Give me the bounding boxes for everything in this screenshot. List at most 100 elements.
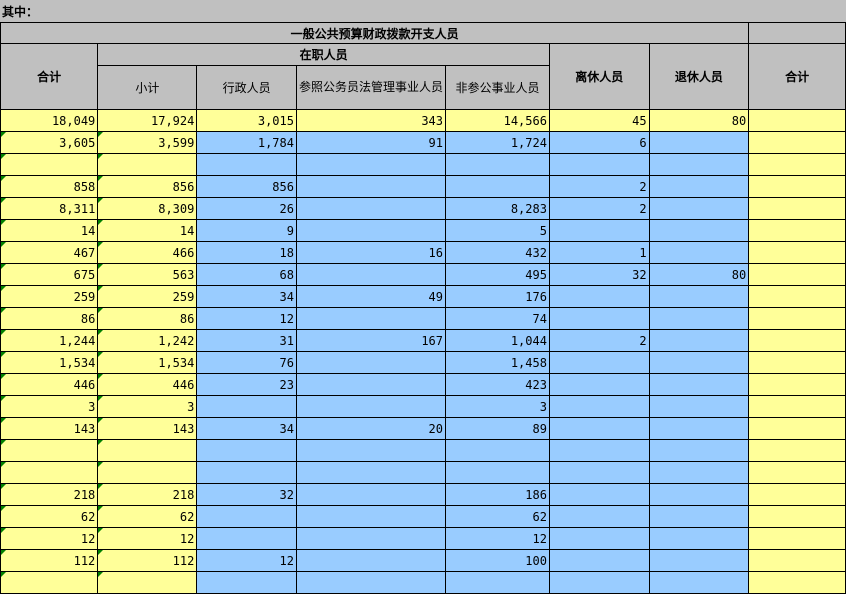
cell-subtotal[interactable]: 218 bbox=[97, 483, 198, 506]
cell-retired[interactable] bbox=[648, 219, 750, 242]
cell-total[interactable]: 467 bbox=[0, 241, 99, 264]
cell-retired-leave[interactable]: 2 bbox=[548, 329, 650, 352]
cell-civil-ref[interactable]: 20 bbox=[295, 417, 447, 440]
cell-non-civil[interactable]: 62 bbox=[445, 505, 550, 528]
cell-total[interactable] bbox=[0, 153, 99, 176]
cell-retired[interactable] bbox=[648, 197, 750, 220]
cell-non-civil[interactable]: 100 bbox=[445, 549, 550, 572]
cell-total[interactable]: 86 bbox=[0, 307, 99, 330]
cell-subtotal[interactable]: 1,534 bbox=[97, 351, 198, 374]
cell-total-2[interactable] bbox=[748, 219, 846, 242]
cell-subtotal[interactable]: 563 bbox=[97, 263, 198, 286]
cell-civil-ref[interactable] bbox=[295, 373, 447, 396]
cell-retired-leave[interactable] bbox=[548, 417, 650, 440]
header-on-duty[interactable]: 在职人员 bbox=[97, 43, 550, 66]
cell-retired-leave[interactable] bbox=[548, 571, 650, 594]
cell-non-civil[interactable]: 1,458 bbox=[445, 351, 550, 374]
cell-total[interactable] bbox=[0, 461, 99, 484]
cell-total[interactable]: 675 bbox=[0, 263, 99, 286]
cell-subtotal[interactable]: 259 bbox=[97, 285, 198, 308]
cell-retired[interactable]: 80 bbox=[648, 109, 750, 132]
cell-total-2[interactable] bbox=[748, 527, 846, 550]
cell-admin[interactable] bbox=[196, 505, 297, 528]
cell-non-civil[interactable]: 12 bbox=[445, 527, 550, 550]
cell-subtotal[interactable] bbox=[97, 153, 198, 176]
cell-retired-leave[interactable] bbox=[548, 219, 650, 242]
cell-total[interactable]: 62 bbox=[0, 505, 99, 528]
cell-civil-ref[interactable]: 167 bbox=[295, 329, 447, 352]
cell-total-2[interactable] bbox=[748, 109, 846, 132]
cell-retired[interactable] bbox=[648, 527, 750, 550]
cell-civil-ref[interactable] bbox=[295, 153, 447, 176]
cell-retired[interactable] bbox=[648, 307, 750, 330]
cell-civil-ref[interactable] bbox=[295, 219, 447, 242]
cell-total-2[interactable] bbox=[748, 417, 846, 440]
cell-admin[interactable]: 18 bbox=[196, 241, 297, 264]
cell-non-civil[interactable]: 3 bbox=[445, 395, 550, 418]
cell-subtotal[interactable]: 3,599 bbox=[97, 131, 198, 154]
cell-admin[interactable]: 76 bbox=[196, 351, 297, 374]
cell-civil-ref[interactable] bbox=[295, 307, 447, 330]
cell-subtotal[interactable]: 62 bbox=[97, 505, 198, 528]
cell-total[interactable]: 259 bbox=[0, 285, 99, 308]
cell-non-civil[interactable] bbox=[445, 175, 550, 198]
cell-admin[interactable] bbox=[196, 395, 297, 418]
cell-total-2[interactable] bbox=[748, 241, 846, 264]
cell-retired[interactable] bbox=[648, 549, 750, 572]
cell-admin[interactable]: 26 bbox=[196, 197, 297, 220]
cell-total[interactable]: 1,534 bbox=[0, 351, 99, 374]
cell-total-2[interactable] bbox=[748, 285, 846, 308]
cell-total[interactable]: 112 bbox=[0, 549, 99, 572]
cell-civil-ref[interactable] bbox=[295, 197, 447, 220]
cell-retired-leave[interactable] bbox=[548, 307, 650, 330]
cell-admin[interactable] bbox=[196, 153, 297, 176]
cell-total[interactable]: 8,311 bbox=[0, 197, 99, 220]
cell-subtotal[interactable]: 14 bbox=[97, 219, 198, 242]
cell-civil-ref[interactable]: 343 bbox=[295, 109, 447, 132]
cell-total[interactable]: 18,049 bbox=[0, 109, 99, 132]
header-total-2[interactable]: 合计 bbox=[748, 43, 846, 110]
cell-non-civil[interactable] bbox=[445, 153, 550, 176]
cell-non-civil[interactable]: 8,283 bbox=[445, 197, 550, 220]
cell-total[interactable]: 143 bbox=[0, 417, 99, 440]
cell-admin[interactable]: 34 bbox=[196, 285, 297, 308]
header-total[interactable]: 合计 bbox=[0, 43, 99, 110]
cell-non-civil[interactable]: 74 bbox=[445, 307, 550, 330]
cell-retired-leave[interactable] bbox=[548, 439, 650, 462]
cell-admin[interactable] bbox=[196, 439, 297, 462]
cell-civil-ref[interactable]: 91 bbox=[295, 131, 447, 154]
cell-total-2[interactable] bbox=[748, 439, 846, 462]
cell-admin[interactable] bbox=[196, 527, 297, 550]
cell-retired-leave[interactable] bbox=[548, 527, 650, 550]
cell-total-2[interactable] bbox=[748, 461, 846, 484]
cell-admin[interactable]: 12 bbox=[196, 549, 297, 572]
cell-retired-leave[interactable] bbox=[548, 285, 650, 308]
cell-subtotal[interactable] bbox=[97, 439, 198, 462]
header-civil-ref[interactable]: 参照公务员法管理事业人员 bbox=[295, 65, 447, 110]
cell-admin[interactable] bbox=[196, 571, 297, 594]
cell-retired[interactable] bbox=[648, 241, 750, 264]
cell-civil-ref[interactable] bbox=[295, 483, 447, 506]
cell-subtotal[interactable]: 856 bbox=[97, 175, 198, 198]
cell-retired-leave[interactable]: 32 bbox=[548, 263, 650, 286]
cell-subtotal[interactable] bbox=[97, 461, 198, 484]
cell-retired-leave[interactable] bbox=[548, 351, 650, 374]
cell-retired[interactable] bbox=[648, 571, 750, 594]
cell-retired[interactable] bbox=[648, 461, 750, 484]
cell-total[interactable]: 446 bbox=[0, 373, 99, 396]
cell-civil-ref[interactable] bbox=[295, 263, 447, 286]
cell-subtotal[interactable]: 17,924 bbox=[97, 109, 198, 132]
cell-non-civil[interactable]: 186 bbox=[445, 483, 550, 506]
cell-non-civil[interactable]: 432 bbox=[445, 241, 550, 264]
cell-retired[interactable] bbox=[648, 439, 750, 462]
cell-retired[interactable] bbox=[648, 395, 750, 418]
cell-total-2[interactable] bbox=[748, 307, 846, 330]
cell-retired-leave[interactable] bbox=[548, 395, 650, 418]
cell-total-2[interactable] bbox=[748, 197, 846, 220]
cell-retired[interactable] bbox=[648, 131, 750, 154]
cell-retired-leave[interactable] bbox=[548, 549, 650, 572]
cell-retired[interactable] bbox=[648, 329, 750, 352]
cell-retired-leave[interactable]: 2 bbox=[548, 175, 650, 198]
cell-subtotal[interactable]: 112 bbox=[97, 549, 198, 572]
cell-total-2[interactable] bbox=[748, 549, 846, 572]
